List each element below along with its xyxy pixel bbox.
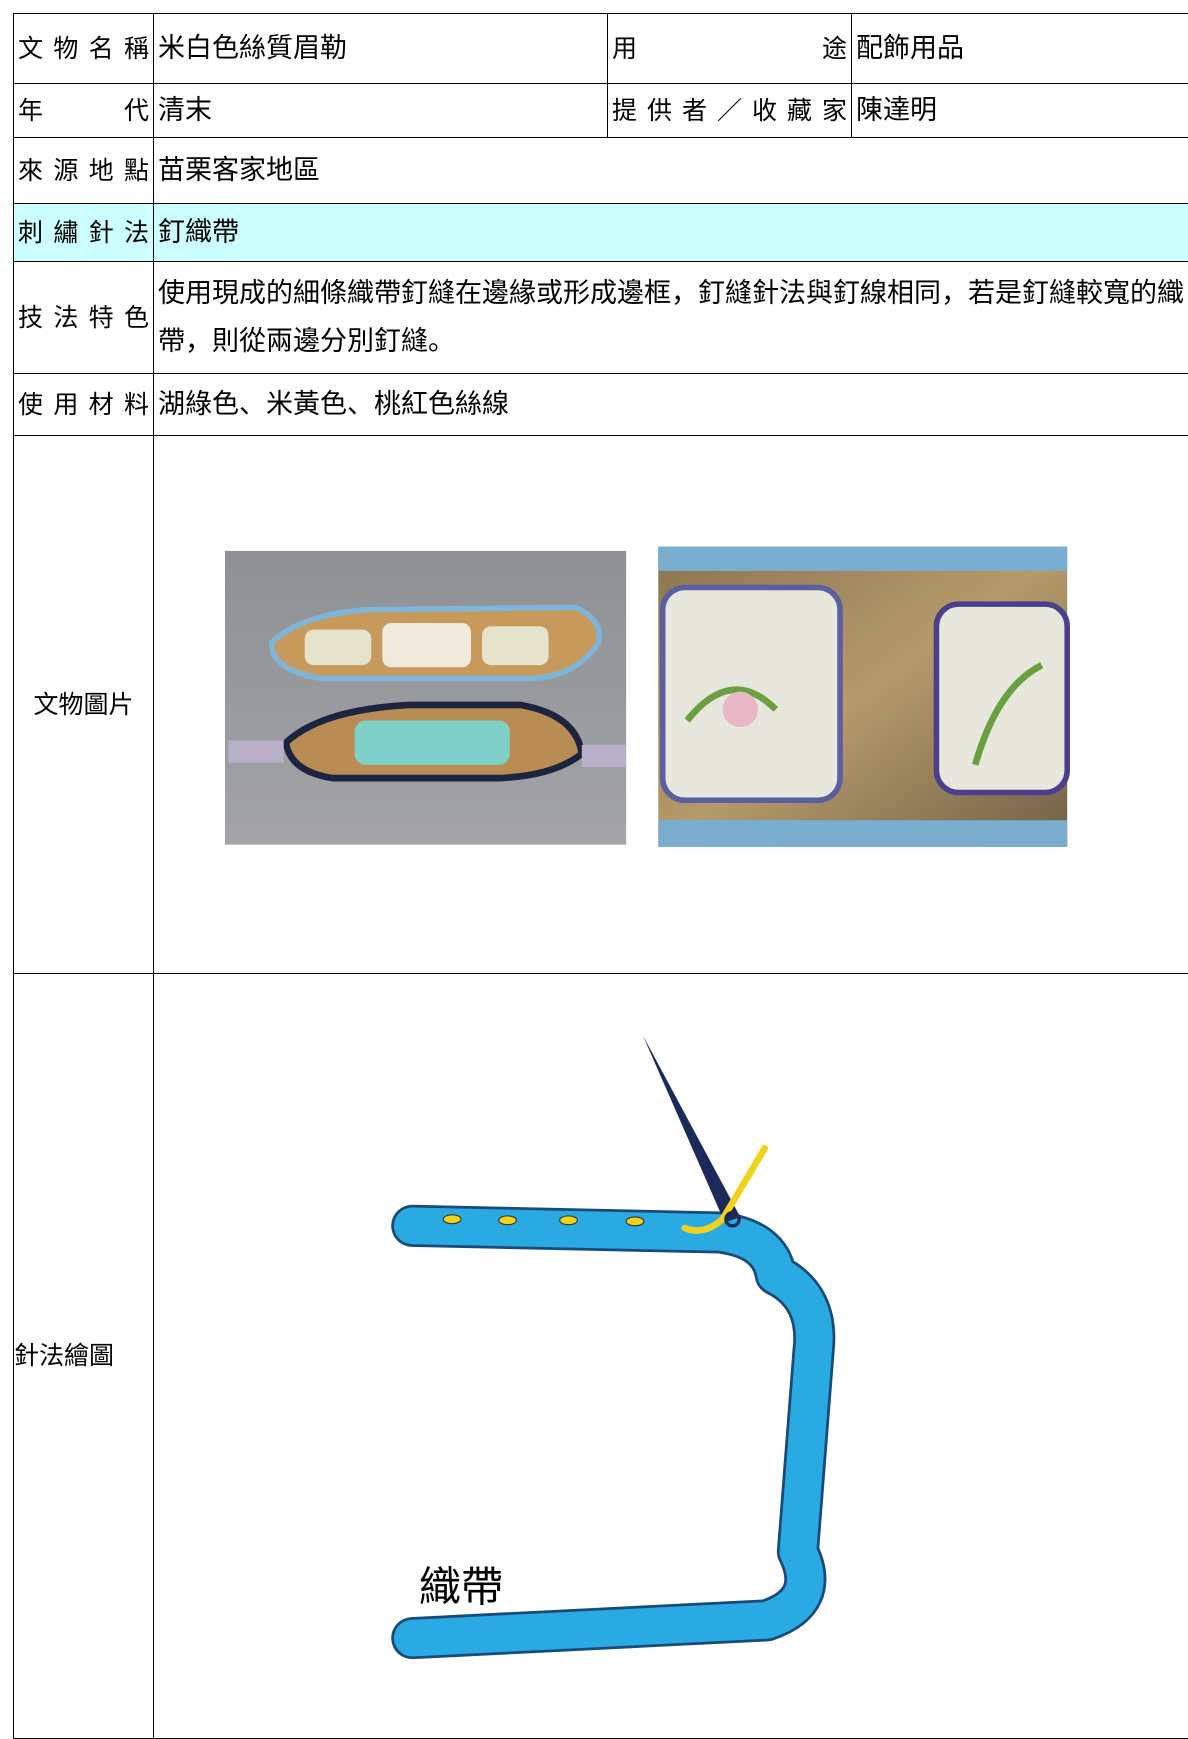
label: 使用材料 [14,374,154,436]
label: 提供者／收藏家 [608,84,852,138]
label: 技法特色 [14,262,154,374]
label: 文物名稱 [14,14,154,84]
row: 刺繡針法 釘織帶 [14,204,1188,262]
label: 年代 [14,84,154,138]
label: 文物圖片 [14,436,154,974]
label: 針法繪圖 [14,974,154,1739]
value: 苗栗客家地區 [154,138,1188,204]
label: 用途 [608,14,852,84]
row: 文物名稱 米白色絲質眉勒 用途 配飾用品 [14,14,1188,84]
value: 清末 [154,84,608,138]
value: 湖綠色、米黃色、桃紅色絲線 [154,374,1188,436]
row: 使用材料 湖綠色、米黃色、桃紅色絲線 [14,374,1188,436]
value: 使用現成的細條織帶釘縫在邊緣或形成邊框，釘縫針法與釘線相同，若是釘縫較寬的織帶，… [154,262,1188,374]
row: 技法特色 使用現成的細條織帶釘縫在邊緣或形成邊框，釘縫針法與釘線相同，若是釘縫較… [14,262,1188,374]
value: 米白色絲質眉勒 [154,14,608,84]
label: 刺繡針法 [14,204,154,262]
diagram-cell [154,974,1188,1739]
row: 文物圖片 [14,436,1188,974]
record-table: 文物名稱 米白色絲質眉勒 用途 配飾用品 年代 清末 提供者／收藏家 陳達明 來… [13,13,1188,1739]
row: 來源地點 苗栗客家地區 [14,138,1188,204]
row: 針法繪圖 [14,974,1188,1739]
value: 釘織帶 [154,204,1188,262]
row: 年代 清末 提供者／收藏家 陳達明 [14,84,1188,138]
image-cell [154,436,1188,974]
value: 陳達明 [852,84,1188,138]
label: 來源地點 [14,138,154,204]
value: 配飾用品 [852,14,1188,84]
